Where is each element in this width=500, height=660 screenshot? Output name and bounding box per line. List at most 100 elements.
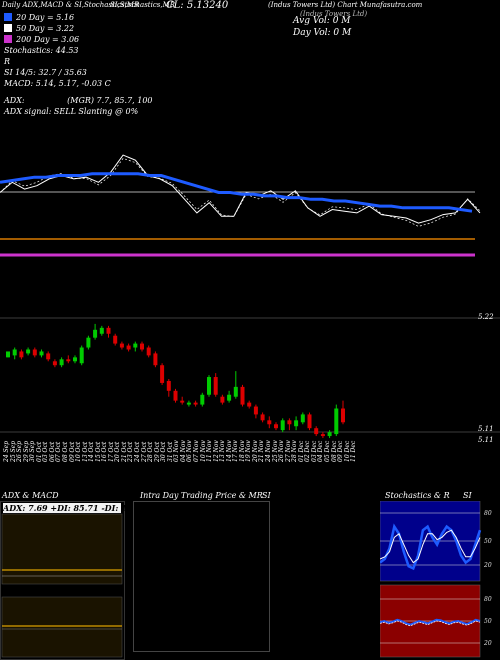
legend-ema20-label: 20 Day = 5.16 xyxy=(16,13,75,22)
price-label-top: 5.22 xyxy=(478,313,494,321)
candle-body xyxy=(307,414,312,429)
legend-macd: MACD: 5.14, 5.17, -0.03 C xyxy=(4,79,111,88)
candle-body xyxy=(341,408,345,423)
legend-ema50-label: 50 Day = 3.22 xyxy=(16,24,75,33)
candle-body xyxy=(233,386,238,397)
header-company: (Indus Towers Ltd) Chart Munafasutra.com xyxy=(268,1,423,9)
date-tick: 24 Nov xyxy=(265,440,272,462)
candle-body xyxy=(294,420,299,427)
candle-body xyxy=(46,353,51,360)
date-tick: 07 Nov xyxy=(192,440,200,462)
candle-body xyxy=(160,365,165,383)
candle-body xyxy=(6,351,10,358)
candle-body xyxy=(99,327,104,334)
candle-body xyxy=(260,414,265,421)
candle-body xyxy=(86,337,91,348)
rsi-signal-line xyxy=(380,620,481,627)
stoch-signal-line xyxy=(380,529,481,564)
stoch-tick-80: 80 xyxy=(484,510,492,517)
date-tick: 24 Sep xyxy=(3,440,10,462)
stoch-panel: 80 50 20 80 50 20 xyxy=(380,501,492,658)
stoch-tick-20: 20 xyxy=(483,562,492,569)
candle-body xyxy=(79,347,84,364)
adx-panel: ADX: 7.69 +DI: 85.71 -DI: 100 xyxy=(0,501,138,660)
candle-body xyxy=(200,394,205,405)
candle-body xyxy=(220,396,225,403)
candle-body xyxy=(153,353,158,366)
candle-body xyxy=(146,347,151,356)
legend-si: SI 14/5: 32.7 / 35.63 xyxy=(4,68,87,77)
candle-body xyxy=(32,349,37,356)
legend-adx-mgr: (MGR) 7.7, 85.7, 100 xyxy=(67,96,153,105)
ema200-swatch xyxy=(4,35,12,43)
candle-body xyxy=(240,386,245,405)
ema50-swatch xyxy=(4,24,12,32)
legend-adx: ADX: (MGR) 7.7, 85.7, 100 xyxy=(4,95,153,106)
candle-body xyxy=(213,377,218,395)
candle-body xyxy=(39,351,44,356)
adx-chart xyxy=(1,513,123,658)
stoch-series xyxy=(380,523,482,571)
stoch-si-label: SI xyxy=(463,491,472,500)
candle-body xyxy=(320,434,325,437)
stoch-line xyxy=(380,523,482,571)
header-day-vol: Day Vol: 0 M xyxy=(293,28,352,38)
price-label-low2: 5.11 xyxy=(478,436,494,444)
candle-body xyxy=(300,414,305,423)
legend-adx-signal: ADX signal: SELL Slanting @ 0% xyxy=(4,107,139,116)
candle-body xyxy=(274,424,278,429)
rsi-tick-80: 80 xyxy=(484,596,492,603)
signal-line xyxy=(0,157,481,227)
date-tick: 11 Nov xyxy=(206,440,214,462)
adx-readout: ADX: 7.69 +DI: 85.71 -DI: 100 xyxy=(3,503,138,513)
candle-body xyxy=(173,390,178,401)
close-line xyxy=(0,154,481,224)
candle-body xyxy=(186,402,191,405)
ema-legend: 20 Day = 5.16 50 Day = 3.22 200 Day = 3.… xyxy=(4,12,153,117)
candle-body xyxy=(66,359,71,362)
date-axis: 24 Sep 25 Sep 26 Sep 29 Sep 30 Sep 01 Oct 03 O… xyxy=(0,440,360,480)
candle-body xyxy=(247,402,252,407)
candle-body xyxy=(93,329,98,338)
candle-body xyxy=(287,420,292,425)
date-tick: 08 Oct xyxy=(61,441,69,462)
candle-body xyxy=(113,335,118,344)
rsi-tick-20: 20 xyxy=(483,640,492,647)
candle-body xyxy=(52,361,57,366)
legend-stoch: Stochastics: 44.53 xyxy=(4,46,79,55)
intraday-panel-title: Intra Day Trading Price & MR xyxy=(140,491,263,500)
legend-ema20: 20 Day = 5.16 xyxy=(4,12,153,23)
candle-body xyxy=(59,359,64,366)
candle-body xyxy=(12,349,17,356)
legend-adx-label: ADX: xyxy=(4,96,25,105)
candle-body xyxy=(133,343,138,348)
ema20-swatch xyxy=(4,13,12,21)
candle-chart xyxy=(0,317,500,439)
stoch-tick-50: 50 xyxy=(484,538,492,545)
candle-body xyxy=(140,343,144,350)
candle-body xyxy=(19,351,24,358)
legend-ema50: 50 Day = 3.22 xyxy=(4,23,153,34)
ema-series xyxy=(0,154,481,227)
candle-body xyxy=(26,349,31,354)
adx-panel-title: ADX & MACD xyxy=(2,491,59,500)
candle-body xyxy=(314,428,319,435)
candle-body xyxy=(180,400,185,403)
header-close-price: CL: 5.13240 xyxy=(166,0,229,11)
candle-body xyxy=(119,343,124,348)
date-tick: 11 Dec xyxy=(350,440,358,462)
candle-body xyxy=(126,345,131,350)
candle-body xyxy=(280,420,285,431)
ema20-line xyxy=(0,172,473,213)
intraday-panel xyxy=(133,501,270,652)
candle-body xyxy=(267,420,272,425)
candle-body xyxy=(227,394,232,401)
date-tick: 09 Dec xyxy=(337,440,345,462)
candle-body xyxy=(253,406,258,415)
rsi-series xyxy=(380,618,481,627)
stoch-panel-title: Stochastics & R xyxy=(385,491,450,500)
candle-body xyxy=(106,327,111,334)
rsi-tick-50: 50 xyxy=(484,618,492,625)
legend-ema200-label: 200 Day = 3.06 xyxy=(16,35,80,44)
candle-body xyxy=(207,377,211,395)
